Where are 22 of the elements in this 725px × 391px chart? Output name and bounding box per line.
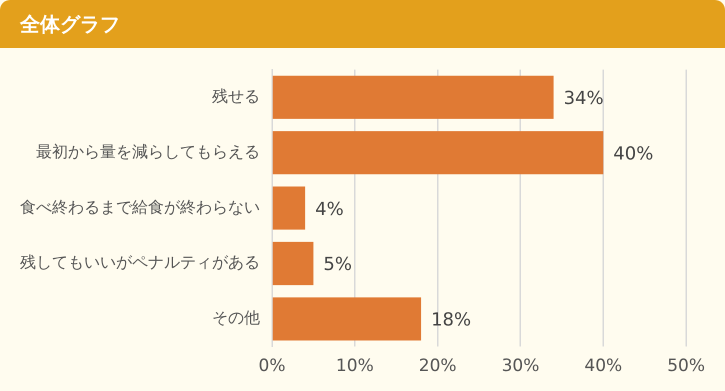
data-label: 18% (431, 310, 472, 331)
x-tick-label: 20% (418, 356, 457, 376)
bar (272, 131, 604, 174)
y-tick-label: 食べ終わるまで給食が終わらない (20, 197, 260, 216)
x-tick-label: 50% (667, 356, 706, 376)
data-label: 5% (323, 254, 352, 276)
y-tick-label: 最初から量を減らしてもらえる (36, 142, 260, 161)
x-tick-label: 10% (336, 356, 374, 376)
text: 全体グラフ (0, 0, 725, 48)
bar (272, 242, 314, 286)
x-tick-label: 0% (258, 356, 286, 376)
bar (272, 297, 422, 340)
x-tick-label: 30% (502, 356, 540, 376)
y-tick-label: その他 (212, 308, 260, 328)
data-label: 34% (564, 88, 604, 109)
y-tick-label: 残せる (212, 86, 260, 106)
bar (272, 76, 554, 119)
x-tick-label: 40% (584, 356, 622, 376)
data-label: 40% (613, 143, 654, 164)
data-label: 4% (315, 198, 344, 220)
y-tick-label: 残してもいいがペナルティがある (20, 252, 260, 272)
bar (272, 186, 306, 230)
